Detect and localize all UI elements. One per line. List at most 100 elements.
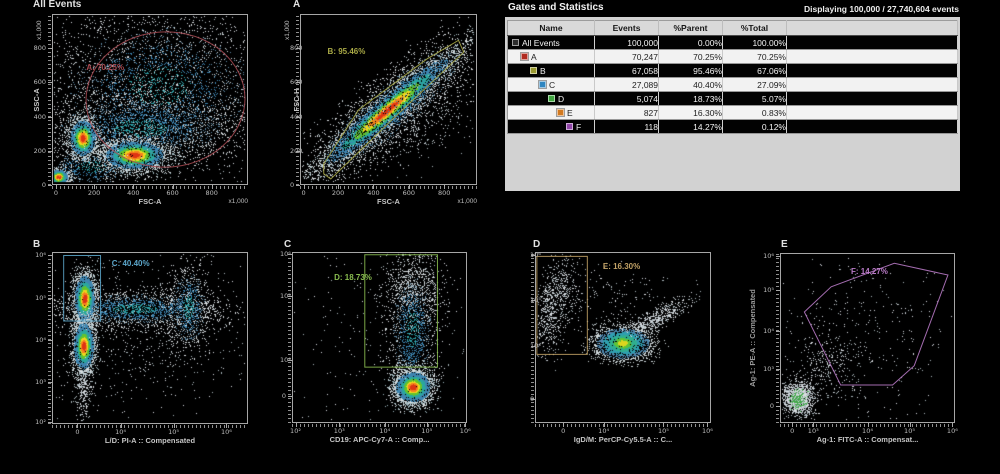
events-value: 67,058: [594, 63, 659, 78]
x-axis-tick-label: 10⁶: [702, 427, 713, 435]
x-axis-tick-label: 10³: [807, 427, 819, 435]
x-axis-tick-label: 10⁵: [904, 427, 915, 435]
gate-outline[interactable]: [301, 15, 476, 184]
events-value: 827: [594, 105, 659, 120]
gate-outline[interactable]: [53, 253, 247, 423]
x-axis-tick-label: 10⁴: [379, 427, 391, 435]
stats-row-all-events[interactable]: All Events 100,000 0.00% 100.00%: [507, 35, 958, 50]
x-axis-tick-label: 10²: [290, 427, 301, 435]
x-axis-tick-label: 10⁵: [421, 427, 433, 435]
plot-frame: D: 18.73%: [292, 252, 467, 423]
y-axis-multiplier: x1,000: [284, 20, 291, 40]
y-axis-label: SSC-A: [32, 87, 41, 112]
gates-statistics-panel: Gates and Statistics Displaying 100,000 …: [505, 0, 960, 191]
y-axis-minor-ticks: [776, 253, 779, 423]
empty-cell: [786, 49, 958, 64]
gate-outline[interactable]: [53, 15, 247, 184]
y-axis-tick: [296, 48, 300, 50]
x-axis-tick: [211, 185, 213, 189]
x-axis-tick-label: 400: [127, 189, 140, 197]
gate-outline[interactable]: [293, 253, 466, 422]
y-axis-tick-label: 10⁴: [763, 327, 774, 336]
x-axis-tick: [94, 185, 96, 189]
stats-row-a[interactable]: A 70,247 70.25% 70.25%: [507, 49, 958, 64]
gate-name: B: [540, 65, 546, 76]
density-scatter: [301, 15, 476, 184]
gate-name: A: [531, 51, 537, 62]
x-axis-minor-ticks: [52, 425, 248, 428]
percent-parent-value: 18.73%: [658, 91, 723, 106]
gate-color-swatch: [548, 95, 555, 102]
column-header-events: Events: [594, 20, 659, 36]
x-axis-tick: [295, 423, 297, 427]
percent-parent-value: 40.40%: [658, 77, 723, 92]
y-axis-tick-label: 400: [33, 112, 46, 121]
y-axis-tick-label: 0: [530, 395, 535, 404]
y-axis-tick: [296, 185, 300, 186]
x-axis-label: L/D: PI-A :: Compensated: [104, 436, 196, 445]
y-axis-minor-ticks: [288, 252, 291, 423]
gate-color-swatch: [539, 81, 546, 88]
stats-row-f[interactable]: F 118 14.27% 0.12%: [507, 119, 958, 134]
y-axis-tick-label: 10⁵: [280, 292, 291, 301]
y-axis-minor-ticks: [48, 14, 51, 185]
y-axis-tick: [776, 256, 780, 258]
gate-label: A: 70.25%: [86, 62, 125, 72]
x-axis-tick: [384, 423, 386, 427]
stats-row-e[interactable]: E 827 16.30% 0.83%: [507, 105, 958, 120]
plot-frame: C: 40.40%: [52, 252, 248, 424]
y-axis-tick: [288, 359, 292, 361]
density-scatter: [53, 15, 247, 184]
x-axis-tick-label: 0: [75, 428, 80, 436]
y-axis-tick-label: 0: [41, 181, 46, 189]
plot-title-d: D: [533, 239, 541, 250]
x-axis-tick: [792, 423, 794, 427]
percent-parent-value: 70.25%: [658, 49, 723, 64]
density-scatter: [781, 254, 954, 422]
x-axis-tick: [133, 185, 135, 189]
plot-frame: E: 16.30%: [535, 252, 711, 423]
events-value: 100,000: [594, 35, 659, 50]
empty-cell: [786, 119, 958, 134]
gate-color-swatch: [512, 39, 519, 46]
percent-parent-value: 95.46%: [658, 63, 723, 78]
gate-outline[interactable]: [536, 253, 710, 422]
x-axis-tick: [408, 185, 410, 189]
gate-label: C: 40.40%: [111, 259, 150, 269]
gate-outline[interactable]: [781, 254, 954, 422]
events-value: 5,074: [594, 91, 659, 106]
x-axis-tick: [867, 423, 869, 427]
x-axis-label: CD19: APC-Cy7-A :: Comp...: [329, 435, 430, 444]
x-axis-tick-label: 10⁶: [946, 427, 958, 435]
y-axis-tick-label: 10⁵: [35, 294, 46, 303]
y-axis-tick-label: 10⁶: [35, 251, 46, 260]
y-axis-tick-label: 10⁶: [280, 249, 291, 258]
stats-row-c[interactable]: C 27,089 40.40% 27.09%: [507, 77, 958, 92]
x-axis-minor-ticks: [52, 186, 248, 189]
plot-title-all-events: All Events: [33, 0, 82, 10]
y-axis-tick: [296, 82, 300, 84]
plot-title-e: E: [781, 239, 788, 250]
stats-table-header: Name Events %Parent %Total: [507, 20, 958, 36]
y-axis-tick: [288, 395, 292, 397]
gate-name: E: [567, 107, 573, 118]
y-axis-tick: [531, 255, 535, 257]
x-axis-tick: [707, 423, 709, 427]
x-axis-tick: [813, 423, 815, 427]
percent-total-value: 67.06%: [722, 63, 787, 78]
x-axis-tick-label: 10⁶: [220, 428, 232, 436]
stats-row-d[interactable]: D 5,074 18.73% 5.07%: [507, 91, 958, 106]
y-axis-tick-label: 400: [290, 113, 302, 121]
y-axis-tick-label: 0: [281, 391, 286, 400]
x-axis-tick-label: 10³: [333, 427, 345, 435]
plot-all-events: All Events A: 70.25% 0 200 400 600 800 800 600 4…: [30, 0, 250, 232]
density-scatter: [53, 253, 247, 423]
stats-row-b[interactable]: B 67,058 95.46% 67.06%: [507, 63, 958, 78]
y-axis-tick-label: 200: [290, 147, 302, 155]
y-axis-tick: [48, 48, 52, 50]
x-axis-tick-label: 10⁴: [862, 427, 873, 435]
percent-parent-value: 0.00%: [658, 35, 723, 50]
y-axis-tick-label: 800: [33, 44, 46, 53]
x-axis-tick: [426, 423, 428, 427]
x-axis-tick-label: 10⁴: [115, 428, 127, 436]
